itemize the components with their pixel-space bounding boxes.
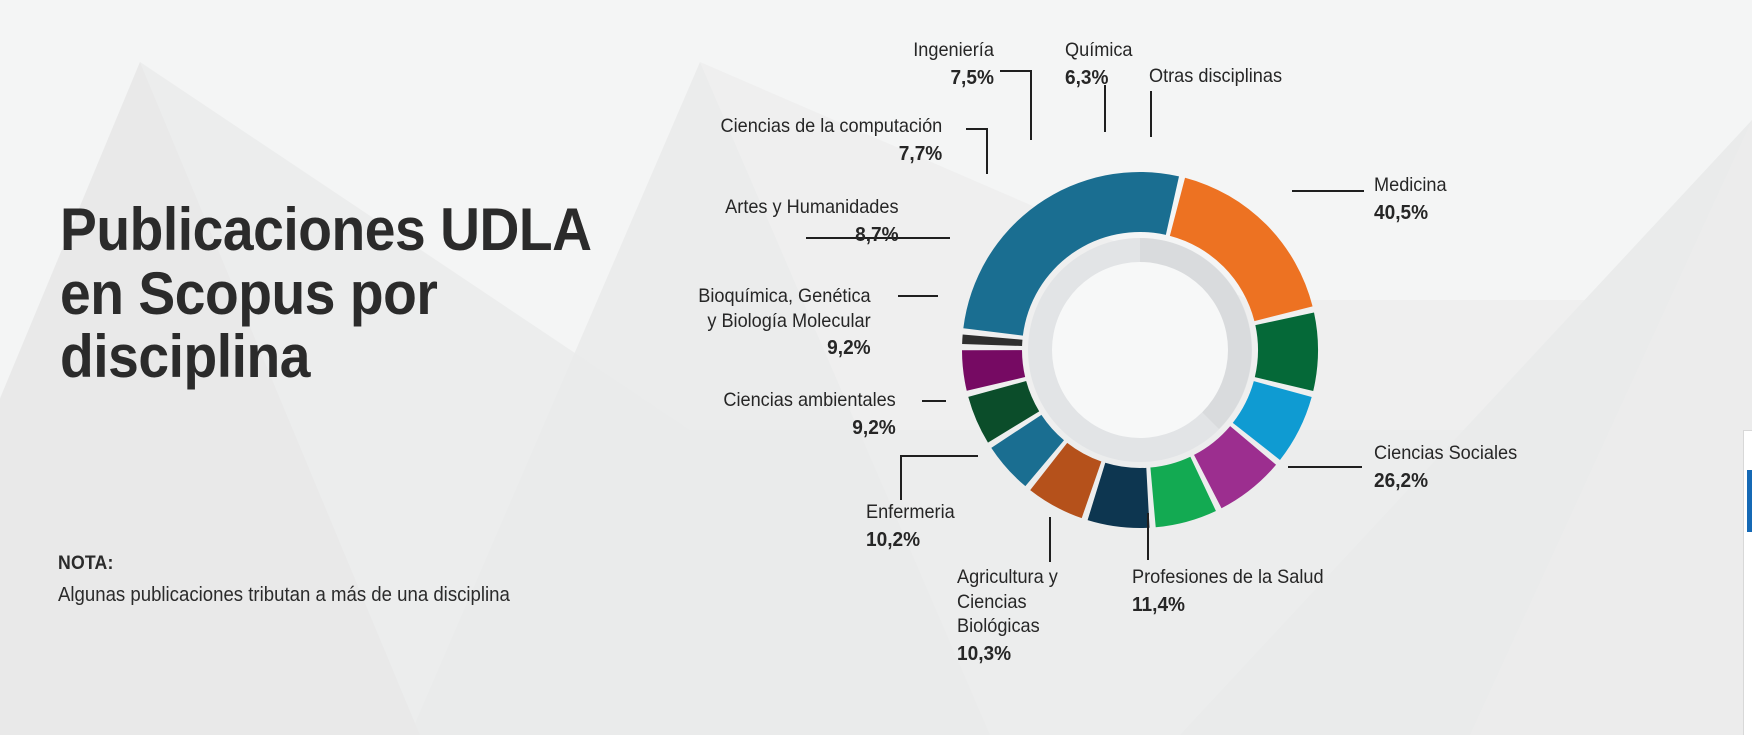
callout-profesiones-salud-value: 11,4% — [1132, 592, 1186, 616]
leader-ingenieria-h — [1000, 70, 1032, 72]
right-edge-card-accent — [1747, 470, 1752, 532]
callout-agricultura: Agricultura y Ciencias Biológicas 10,3% — [957, 565, 1137, 667]
donut-slices — [962, 171, 1318, 529]
callout-ciencias-ambientales: Ciencias ambientales 9,2% — [680, 388, 912, 440]
donut-hole — [1052, 262, 1228, 438]
leader-agricultura-v — [1049, 517, 1051, 562]
callout-ciencias-sociales-value: 26,2% — [1374, 468, 1429, 492]
callout-ciencias-ambientales-label: Ciencias ambientales — [723, 389, 896, 411]
leader-ingenieria-v — [1030, 70, 1032, 140]
callout-otras-disciplinas: Otras disciplinas — [1149, 64, 1369, 89]
callout-computacion-value: 7,7% — [898, 141, 943, 165]
donut-slice-artes[interactable] — [1030, 442, 1102, 519]
callout-quimica-value: 6,3% — [1065, 65, 1109, 89]
leader-computacion-h — [966, 128, 988, 130]
leader-medicina-h — [1292, 190, 1364, 192]
callout-profesiones-salud-label: Profesiones de la Salud — [1132, 566, 1324, 588]
title-block: Publicaciones UDLA en Scopus por discipl… — [60, 198, 700, 389]
callout-ciencias-sociales: Ciencias Sociales 26,2% — [1374, 441, 1624, 493]
donut-slice-agricultura[interactable] — [1232, 381, 1312, 460]
leader-otras-v — [1150, 91, 1152, 137]
callout-computacion-label: Ciencias de la computación — [720, 115, 943, 137]
callout-quimica-label: Química — [1065, 39, 1133, 61]
donut-slice-medicina[interactable] — [963, 171, 1179, 336]
donut-slice-ciencias-sociales[interactable] — [1169, 177, 1313, 322]
donut-slice-ciencias-ambientales[interactable] — [1150, 456, 1216, 528]
donut-slice-ingenieria[interactable] — [968, 381, 1040, 443]
callout-profesiones-salud: Profesiones de la Salud 11,4% — [1132, 565, 1342, 617]
callout-computacion: Ciencias de la computación 7,7% — [680, 114, 962, 166]
callout-ingenieria-value: 7,5% — [950, 65, 994, 89]
callout-otras-disciplinas-label: Otras disciplinas — [1149, 65, 1283, 87]
callout-ciencias-ambientales-value: 9,2% — [852, 415, 896, 439]
callout-bioquimica-value: 9,2% — [827, 336, 871, 360]
donut-slice-bioquimica[interactable] — [1087, 462, 1150, 529]
note-label: NOTA: — [58, 553, 114, 574]
callout-computacion-value-wrap — [756, 143, 766, 144]
note-text: Algunas publicaciones tributan a más de … — [58, 584, 510, 606]
callout-medicina: Medicina 40,5% — [1374, 173, 1594, 225]
note-block: NOTA: Algunas publicaciones tributan a m… — [58, 553, 698, 607]
callout-bioquimica-label: Bioquímica, Genética y Biología Molecula… — [698, 285, 871, 332]
right-edge-card — [1743, 430, 1752, 735]
donut-chart — [880, 90, 1400, 610]
callout-artes: Artes y Humanidades 8,7% — [680, 195, 915, 247]
callout-ciencias-sociales-label: Ciencias Sociales — [1374, 442, 1518, 464]
callout-enfermeria-label: Enfermeria — [866, 501, 955, 523]
leader-enfermeria-h — [900, 455, 978, 457]
callout-ingenieria: Ingeniería 7,5% — [860, 38, 1004, 90]
callout-agricultura-label: Agricultura y Ciencias Biológicas — [957, 566, 1058, 638]
leader-profesiones-v — [1147, 513, 1149, 560]
callout-enfermeria-value: 10,2% — [866, 527, 921, 551]
donut-chart-svg — [962, 171, 1318, 529]
leader-ciencias-ambientales-h — [922, 400, 946, 402]
leader-bioquimica-h — [898, 295, 938, 297]
donut-slice-computacion[interactable] — [991, 414, 1064, 487]
donut-slice-otras[interactable] — [962, 334, 1023, 347]
donut-slice-profesiones-salud[interactable] — [1254, 312, 1318, 392]
callout-ingenieria-label: Ingeniería — [913, 39, 994, 61]
donut-slice-quimica[interactable] — [962, 350, 1026, 391]
leader-artes-h — [806, 237, 950, 239]
callout-artes-label: Artes y Humanidades — [725, 196, 899, 218]
callout-artes-value: 8,7% — [855, 222, 899, 246]
leader-computacion-v — [986, 128, 988, 174]
callout-agricultura-value: 10,3% — [957, 641, 1012, 665]
callout-medicina-value: 40,5% — [1374, 200, 1429, 224]
callout-enfermeria: Enfermeria 10,2% — [866, 500, 1056, 552]
page-title: Publicaciones UDLA en Scopus por discipl… — [60, 196, 592, 391]
callout-bioquimica: Bioquímica, Genética y Biología Molecula… — [640, 284, 888, 361]
leader-ciencias-sociales-h — [1288, 466, 1362, 468]
callout-medicina-label: Medicina — [1374, 174, 1447, 196]
donut-slice-enfermeria[interactable] — [1194, 426, 1277, 509]
callout-quimica: Química 6,3% — [1065, 38, 1205, 90]
leader-quimica-v — [1104, 85, 1106, 132]
leader-enfermeria-v — [900, 455, 902, 500]
